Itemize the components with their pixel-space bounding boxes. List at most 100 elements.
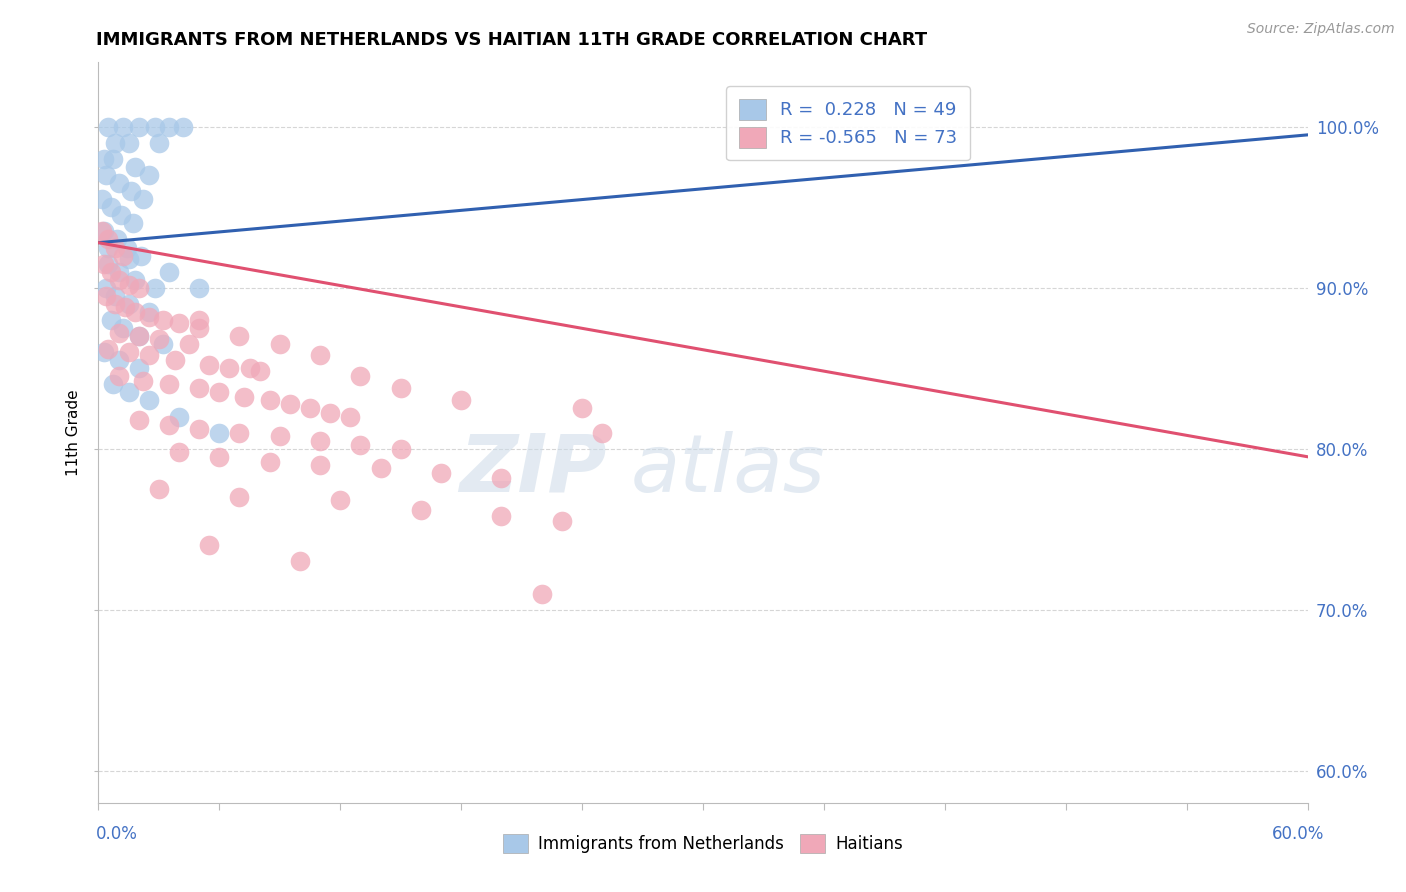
- Point: [172, 120, 194, 134]
- Point: [138, 310, 160, 324]
- Point: [167, 409, 190, 424]
- Point: [118, 385, 141, 400]
- Point: [120, 184, 142, 198]
- Point: [389, 442, 412, 456]
- Text: 0.0%: 0.0%: [96, 825, 138, 843]
- Point: [107, 353, 129, 368]
- Point: [111, 321, 134, 335]
- Point: [107, 273, 129, 287]
- Point: [115, 240, 138, 255]
- Point: [128, 329, 150, 343]
- Point: [107, 326, 129, 340]
- Point: [198, 358, 221, 372]
- Point: [208, 425, 231, 440]
- Point: [107, 176, 129, 190]
- Point: [530, 586, 553, 600]
- Point: [148, 136, 170, 150]
- Point: [239, 361, 262, 376]
- Point: [288, 554, 311, 568]
- Point: [138, 168, 160, 182]
- Point: [110, 208, 132, 222]
- Point: [188, 313, 211, 327]
- Point: [124, 305, 146, 319]
- Point: [309, 434, 332, 448]
- Text: Source: ZipAtlas.com: Source: ZipAtlas.com: [1247, 22, 1395, 37]
- Point: [198, 538, 221, 552]
- Point: [100, 265, 122, 279]
- Point: [132, 374, 155, 388]
- Point: [128, 413, 150, 427]
- Point: [269, 337, 291, 351]
- Legend: Immigrants from Netherlands, Haitians: Immigrants from Netherlands, Haitians: [495, 825, 911, 862]
- Point: [491, 471, 513, 485]
- Point: [157, 377, 180, 392]
- Point: [152, 337, 174, 351]
- Point: [309, 348, 332, 362]
- Point: [349, 369, 371, 384]
- Point: [107, 265, 129, 279]
- Point: [128, 361, 150, 376]
- Point: [124, 273, 146, 287]
- Point: [143, 120, 166, 134]
- Point: [491, 509, 513, 524]
- Point: [118, 277, 141, 292]
- Point: [228, 329, 250, 343]
- Point: [228, 490, 250, 504]
- Point: [349, 438, 371, 452]
- Point: [157, 265, 180, 279]
- Point: [591, 425, 613, 440]
- Point: [278, 397, 301, 411]
- Point: [329, 493, 352, 508]
- Point: [571, 401, 593, 416]
- Point: [132, 192, 155, 206]
- Point: [218, 361, 240, 376]
- Point: [128, 281, 150, 295]
- Point: [450, 393, 472, 408]
- Legend: R =  0.228   N = 49, R = -0.565   N = 73: R = 0.228 N = 49, R = -0.565 N = 73: [725, 87, 970, 161]
- Point: [107, 369, 129, 384]
- Text: atlas: atlas: [630, 431, 825, 508]
- Point: [259, 454, 281, 468]
- Point: [114, 300, 136, 314]
- Point: [163, 353, 186, 368]
- Point: [370, 461, 392, 475]
- Point: [188, 281, 211, 295]
- Text: 60.0%: 60.0%: [1272, 825, 1324, 843]
- Point: [91, 224, 114, 238]
- Point: [409, 503, 432, 517]
- Point: [101, 152, 124, 166]
- Point: [232, 390, 254, 404]
- Point: [118, 345, 141, 359]
- Point: [551, 514, 574, 528]
- Point: [118, 297, 141, 311]
- Point: [97, 120, 120, 134]
- Point: [249, 364, 271, 378]
- Point: [103, 136, 125, 150]
- Point: [259, 393, 281, 408]
- Point: [138, 348, 160, 362]
- Point: [138, 305, 160, 319]
- Point: [101, 377, 124, 392]
- Point: [167, 445, 190, 459]
- Point: [319, 406, 342, 420]
- Point: [157, 120, 180, 134]
- Point: [97, 232, 120, 246]
- Point: [97, 257, 120, 271]
- Point: [124, 160, 146, 174]
- Point: [93, 257, 115, 271]
- Point: [129, 249, 152, 263]
- Point: [96, 281, 118, 295]
- Point: [208, 450, 231, 464]
- Point: [97, 240, 120, 255]
- Text: ZIP: ZIP: [458, 431, 606, 508]
- Point: [96, 289, 118, 303]
- Point: [118, 252, 141, 266]
- Point: [103, 240, 125, 255]
- Point: [128, 120, 150, 134]
- Point: [93, 345, 115, 359]
- Point: [389, 380, 412, 394]
- Point: [105, 232, 128, 246]
- Point: [339, 409, 361, 424]
- Point: [100, 200, 122, 214]
- Point: [269, 429, 291, 443]
